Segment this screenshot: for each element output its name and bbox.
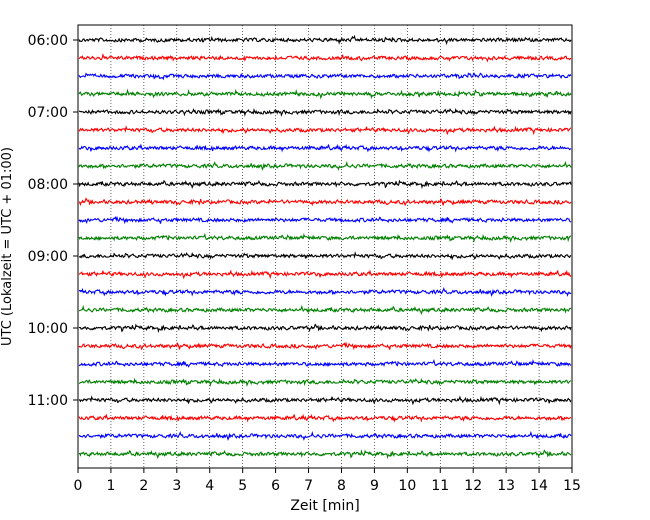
trace-line: [78, 179, 572, 190]
y-axis-ticks: 06:00 07:00 08:00 09:00 10:00 11:00: [28, 33, 78, 409]
trace-line: [78, 125, 572, 136]
x-tick-label: 4: [205, 478, 214, 494]
trace-line: [78, 143, 572, 153]
x-tick-label: 2: [139, 478, 148, 494]
x-tick-label: 13: [497, 478, 515, 494]
trace-line: [79, 251, 572, 261]
trace-line: [78, 34, 572, 46]
y-axis-label: UTC (Lokalzeit = UTC + 01:00): [0, 147, 15, 346]
trace-line: [78, 160, 572, 171]
trace-lines: [78, 34, 572, 460]
y-tick-label: 07:00: [28, 105, 68, 121]
trace-line: [78, 341, 572, 351]
x-tick-label: 9: [370, 478, 379, 494]
plot-frame: [77, 24, 573, 469]
trace-line: [78, 215, 572, 225]
x-tick-label: 1: [106, 478, 115, 494]
trace-line: [78, 413, 572, 423]
x-tick-label: 8: [337, 478, 346, 494]
x-tick-label: 11: [431, 478, 449, 494]
x-tick-label: 12: [464, 478, 482, 494]
trace-line: [78, 53, 572, 63]
trace-line: [78, 287, 572, 297]
trace-line: [78, 323, 572, 334]
trace-line: [78, 88, 572, 100]
trace-line: [78, 430, 572, 441]
trace-line: [78, 304, 572, 315]
grid-lines: [110, 25, 540, 468]
trace-line: [78, 449, 572, 460]
y-tick-label: 09:00: [28, 249, 68, 265]
y-tick-label: 10:00: [28, 321, 68, 337]
x-tick-label: 14: [530, 478, 548, 494]
trace-line: [78, 269, 572, 280]
trace-line: [79, 107, 572, 117]
y-tick-label: 06:00: [28, 33, 68, 49]
y-tick-label: 11:00: [28, 393, 68, 409]
x-axis-ticks: 0 1 2 3 4 5 6 7 8 9 10 11 12 13 14 15: [74, 468, 581, 494]
x-tick-label: 5: [238, 478, 247, 494]
x-tick-label: 15: [563, 478, 581, 494]
trace-line: [78, 377, 572, 387]
trace-line: [78, 359, 572, 368]
x-axis-label: Zeit [min]: [290, 498, 359, 514]
trace-line: [78, 233, 571, 243]
trace-line: [78, 72, 572, 81]
x-tick-label: 7: [304, 478, 313, 494]
trace-line: [78, 395, 572, 406]
x-tick-label: 10: [398, 478, 416, 494]
x-tick-label: 6: [271, 478, 280, 494]
x-tick-label: 0: [74, 478, 83, 494]
trace-line: [78, 197, 572, 207]
y-tick-label: 08:00: [28, 177, 68, 193]
x-tick-label: 3: [172, 478, 181, 494]
